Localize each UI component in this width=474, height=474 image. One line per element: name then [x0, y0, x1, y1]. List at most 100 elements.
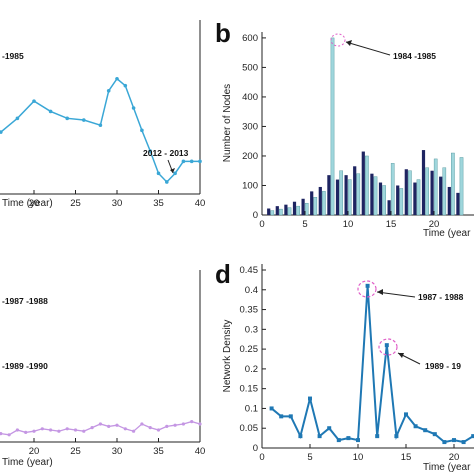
panel-d-ytick-label-1: 0.05	[240, 423, 259, 434]
panel-b-bar-s0-22	[447, 186, 451, 215]
panel-a-annotation-1985: -1985	[2, 51, 24, 61]
panel-d-point-6	[317, 434, 322, 439]
panel-d-highlight-circle-2	[378, 338, 398, 356]
panel-c-point-21	[173, 423, 177, 427]
panel-d-ytick-label-4: 0.2	[245, 364, 258, 375]
panel-b-xtick-label-5: 5	[302, 219, 307, 230]
panel-c-points	[0, 420, 202, 437]
panel-d-highlight-circle-1	[357, 280, 377, 298]
panel-d-xtick-label-15: 15	[401, 452, 412, 463]
panel-b-bar-s0-8	[327, 175, 331, 215]
panel-a-xtick-label-35: 35	[153, 198, 164, 209]
panel-d-ytick-label-2: 0.1	[245, 403, 258, 414]
panel-d-letter: d	[215, 259, 231, 289]
panel-a-point-21	[198, 159, 202, 164]
panel-c-point-3	[24, 430, 28, 434]
panel-b-ytick-label-0: 0	[253, 210, 258, 221]
panel-b-bar-s1-4	[296, 205, 300, 216]
panel-c-point-23	[190, 420, 194, 424]
panel-c-point-5	[40, 427, 44, 431]
panel-b-bar-s0-14	[378, 182, 383, 215]
panel-b-bar-s0-11	[353, 166, 357, 215]
panel-c-point-18	[148, 426, 152, 430]
panel-c-point-7	[57, 429, 61, 433]
panel-c-point-2	[15, 428, 19, 432]
panel-a-point-3	[0, 130, 3, 134]
panel-b-bar-s1-2	[279, 208, 283, 216]
panel-a-points	[0, 76, 202, 184]
panel-c-xtick-label-30: 30	[112, 446, 123, 457]
panel-b-bar-s0-18	[413, 182, 417, 215]
panel-a-xlabel: Time (year)	[2, 198, 53, 209]
panel-d-point-10	[356, 438, 360, 443]
panel-a-xtick-label-25: 25	[70, 198, 81, 209]
panel-b-bar-s0-9	[335, 179, 340, 215]
panel-b-bar-s0-3	[284, 204, 288, 215]
panel-d-point-22	[471, 434, 474, 439]
panel-a-point-5	[32, 99, 36, 103]
panel-b-bar-s0-19	[421, 150, 426, 215]
panel-c-point-4	[32, 429, 36, 433]
panel-c-point-14	[115, 423, 119, 427]
panel-d-ytick-label-0: 0	[253, 443, 258, 454]
panel-b-yticks: 0 100 200 300 400 500 600	[242, 33, 266, 221]
panel-b-bar-s0-20	[430, 170, 434, 215]
panel-d-point-3	[288, 414, 293, 419]
panel-d-point-2	[279, 414, 284, 419]
panel-b-bar-s0-13	[370, 173, 374, 215]
panel-b-bar-s0-6	[310, 191, 314, 215]
panel-d-point-13	[384, 343, 389, 348]
panel-a-point-18	[173, 171, 177, 176]
panel-c-point-13	[107, 424, 111, 428]
panel-b-xtick-label-20: 20	[429, 219, 440, 230]
panel-d-annotation-2: 1989 - 19	[425, 361, 461, 371]
panel-b-xlabel: Time (year	[423, 228, 471, 239]
panel-b-bar-s0-17	[404, 169, 408, 215]
panel-b-bars	[267, 37, 464, 216]
panel-b-annotation-arrow	[345, 41, 391, 56]
panel-b-ytick-label-100: 100	[242, 180, 258, 191]
panel-d-point-8	[336, 438, 341, 443]
panel-b-highlight-circle	[330, 33, 346, 47]
panel-a-point-10	[106, 89, 111, 93]
panel-d-point-19	[442, 440, 447, 445]
panel-b: b 0 100 200 300 400 500 600 0 5 10 15 20 Number of…	[215, 18, 474, 239]
panel-b-xtick-label-0: 0	[259, 219, 264, 230]
panel-b-ytick-label-600: 600	[242, 33, 258, 44]
panel-d-yticks: 0 0.05 0.1 0.15 0.2 0.25 0.3 0.35 0.4 0.45	[240, 265, 266, 454]
panel-b-ytick-label-400: 400	[242, 92, 258, 103]
panel-a-series-line	[0, 77, 200, 184]
panel-b-ytick-label-300: 300	[242, 121, 258, 132]
panel-c-point-22	[181, 422, 185, 426]
panel-c: 20 25 30 35 40 Time (year) -1987 -1988 -1989…	[0, 270, 205, 468]
panel-d-ytick-label-7: 0.35	[240, 305, 259, 316]
panel-d-arrowhead-1	[377, 289, 383, 295]
panel-b-bar-s1-17	[408, 170, 412, 216]
panel-d-point-1	[269, 406, 274, 411]
panel-b-bar-s1-14	[382, 185, 386, 216]
panel-a-point-12	[123, 83, 128, 88]
panel-b-bar-s0-5	[301, 198, 305, 215]
panel-d-point-17	[423, 428, 428, 433]
panel-c-point-6	[49, 428, 53, 432]
panel-d-ytick-label-3: 0.15	[240, 384, 259, 395]
panel-b-bar-s1-15	[390, 163, 395, 216]
panel-d-xtick-label-10: 10	[353, 452, 364, 463]
panel-c-point-1	[7, 433, 11, 437]
panel-c-xtick-label-25: 25	[70, 446, 81, 457]
panel-a-point-6	[48, 109, 53, 114]
panel-d-xlabel: Time (year	[423, 462, 471, 473]
panel-c-point-15	[123, 427, 127, 431]
panel-c-point-24	[198, 422, 202, 426]
panel-d-xtick-label-5: 5	[307, 452, 312, 463]
panel-d-ytick-label-6: 0.3	[245, 324, 258, 335]
panel-d-xtick-label-0: 0	[259, 452, 264, 463]
panel-a-point-14	[140, 128, 144, 133]
panel-b-bar-s0-15	[387, 200, 391, 215]
panel-c-xlabel: Time (year)	[2, 457, 53, 468]
panel-b-ytick-label-200: 200	[242, 151, 258, 162]
panel-d-annotation-arrow-1	[376, 291, 416, 298]
panel-b-bar-s0-4	[292, 201, 297, 215]
panel-b-bar-s1-19	[425, 167, 429, 216]
panel-b-bar-s1-13	[373, 176, 378, 216]
